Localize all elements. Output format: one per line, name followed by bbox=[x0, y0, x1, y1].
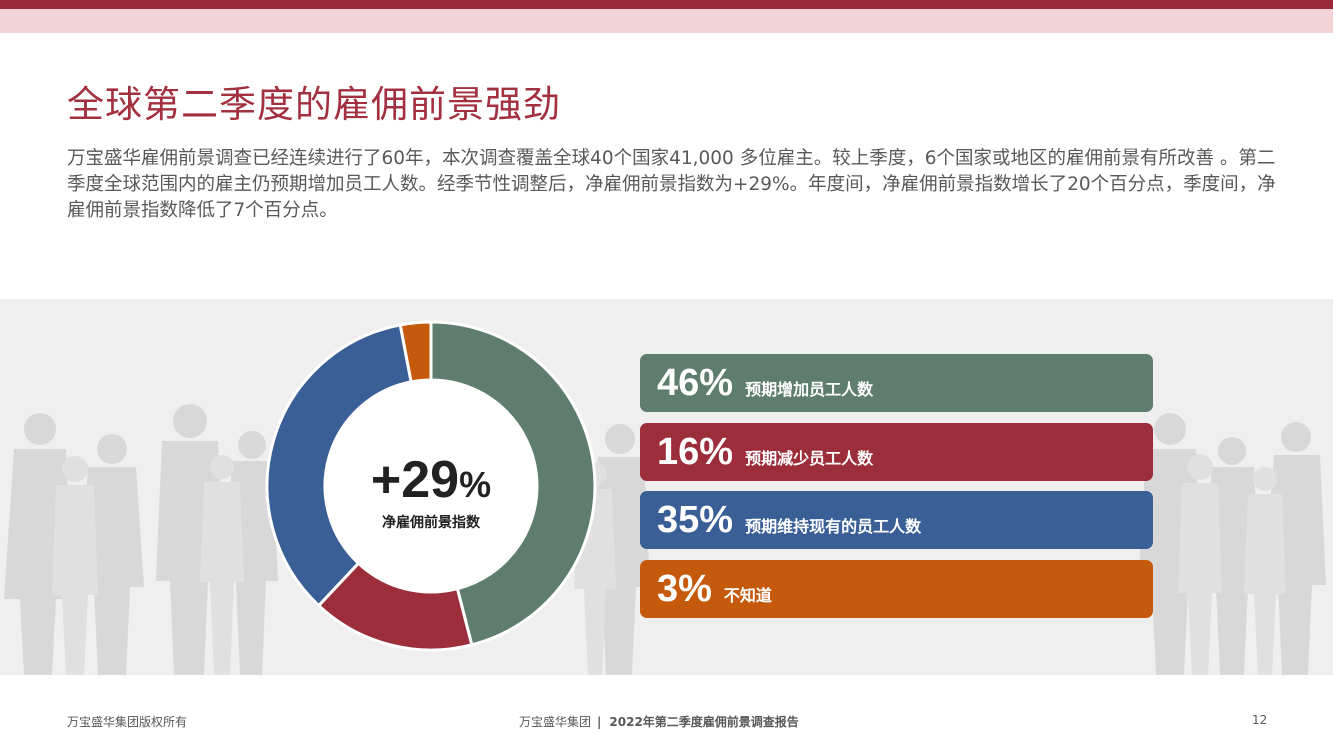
legend-label: 预期维持现有的员工人数 bbox=[745, 517, 922, 536]
legend-label: 预期减少员工人数 bbox=[745, 449, 874, 468]
footer-copyright: 万宝盛华集团版权所有 bbox=[67, 715, 188, 729]
legend-percent: 35% bbox=[657, 498, 734, 541]
center-index-label: 净雇佣前景指数 bbox=[382, 515, 480, 531]
donut-segments bbox=[265, 320, 597, 652]
page-title: 全球第二季度的雇佣前景强劲 bbox=[67, 83, 561, 126]
legend-item-maintain: 35% 预期维持现有的员工人数 bbox=[640, 491, 1153, 549]
legend-percent: 3% bbox=[657, 567, 712, 610]
donut-chart bbox=[265, 320, 597, 652]
legend-label: 不知道 bbox=[723, 586, 772, 605]
footer-report-title: 2022年第二季度雇佣前景调查报告 bbox=[609, 715, 799, 729]
people-silhouettes-background bbox=[4, 404, 1326, 675]
legend-percent: 46% bbox=[657, 361, 734, 404]
center-index-number: +29 bbox=[370, 451, 460, 509]
footer-report: 万宝盛华集团 | 2022年第二季度雇佣前景调查报告 bbox=[519, 713, 799, 730]
legend-item-increase: 46% 预期增加员工人数 bbox=[640, 354, 1153, 412]
intro-paragraph: 万宝盛华雇佣前景调查已经连续进行了60年，本次调查覆盖全球40个国家41,000… bbox=[67, 148, 1276, 221]
top-band bbox=[0, 9, 1333, 33]
center-index-value: +29% bbox=[331, 450, 531, 515]
donut-hole bbox=[325, 380, 537, 592]
footer-company: 万宝盛华集团 bbox=[519, 715, 592, 729]
footer-separator: | bbox=[597, 715, 602, 729]
center-index-unit: % bbox=[459, 464, 492, 505]
legend-percent: 16% bbox=[657, 430, 734, 473]
page-number: 12 bbox=[1252, 713, 1268, 727]
legend-item-decrease: 16% 预期减少员工人数 bbox=[640, 423, 1153, 481]
legend-label: 预期增加员工人数 bbox=[745, 380, 874, 399]
legend-item-unknown: 3% 不知道 bbox=[640, 560, 1153, 618]
top-accent-bar bbox=[0, 0, 1333, 9]
